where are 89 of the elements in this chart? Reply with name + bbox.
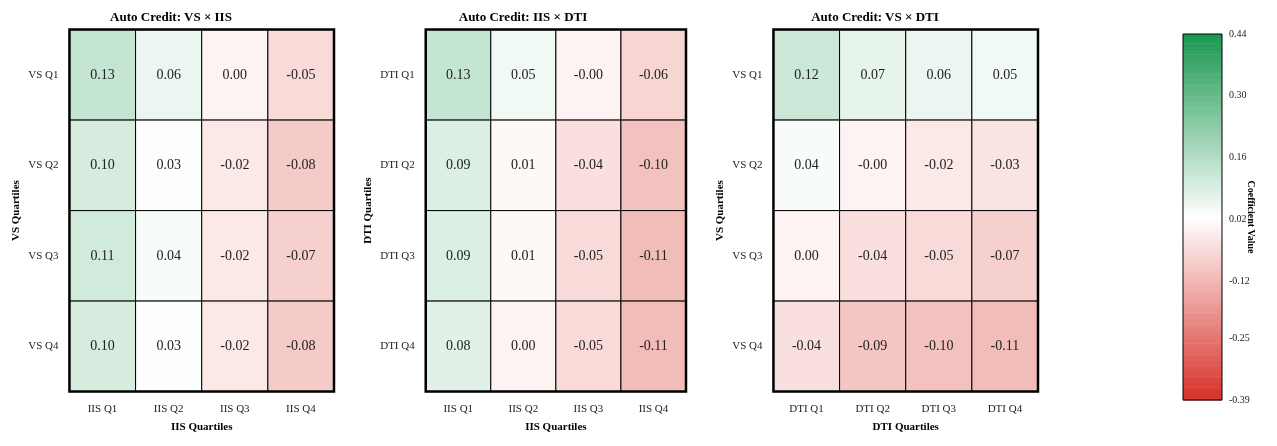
data-label: 0.07 <box>860 66 885 82</box>
y-tick-label: VS Q3 <box>732 248 763 261</box>
y-tick-label: DTI Q2 <box>380 158 415 171</box>
data-label: 0.05 <box>511 66 536 82</box>
data-label: 0.13 <box>446 66 471 82</box>
data-label: 0.00 <box>794 247 819 263</box>
x-tick-label: IIS Q1 <box>87 402 118 415</box>
x-tick-label: IIS Q3 <box>219 402 251 415</box>
data-label: -0.05 <box>573 338 603 354</box>
data-label: 0.03 <box>156 338 181 354</box>
x-axis-title: IIS Quartiles <box>171 420 234 433</box>
color-bar-label: 0.30 <box>1229 89 1247 101</box>
data-label: 0.12 <box>794 66 819 82</box>
data-label: -0.05 <box>286 66 316 82</box>
color-bar-label: 0.16 <box>1229 151 1247 163</box>
x-axis-title: DTI Quartiles <box>872 420 940 433</box>
data-label: -0.10 <box>924 338 954 354</box>
chart-title: Auto Credit: VS × DTI <box>811 9 939 25</box>
color-bar-label: -0.12 <box>1229 274 1250 286</box>
y-tick-label: VS Q1 <box>28 67 59 80</box>
color-bar-label: -0.39 <box>1229 393 1250 405</box>
y-axis-title: VS Quartiles <box>713 179 726 242</box>
x-axis-title: IIS Quartiles <box>525 420 588 433</box>
data-label: -0.07 <box>286 247 316 263</box>
x-tick-label: IIS Q4 <box>638 402 669 415</box>
y-tick-label: DTI Q3 <box>380 248 416 261</box>
data-label: -0.11 <box>639 338 668 354</box>
data-label: -0.00 <box>573 66 603 82</box>
data-label: 0.03 <box>156 157 181 173</box>
x-tick-label: DTI Q1 <box>789 402 824 415</box>
data-label: -0.00 <box>858 157 888 173</box>
data-label: -0.06 <box>638 66 669 82</box>
y-axis-title: DTI Quartiles <box>361 176 374 244</box>
y-tick-label: DTI Q1 <box>380 67 415 80</box>
data-label: 0.09 <box>446 247 471 263</box>
data-label: 0.01 <box>511 247 536 263</box>
data-label: 0.05 <box>992 66 1018 82</box>
data-label: -0.02 <box>220 247 250 263</box>
data-label: -0.11 <box>639 247 668 263</box>
data-label: 0.11 <box>90 247 115 263</box>
data-label: -0.04 <box>791 338 822 354</box>
y-tick-label: DTI Q4 <box>380 339 416 352</box>
data-label: 0.13 <box>90 66 115 82</box>
y-axis-title: VS Quartiles <box>9 179 22 242</box>
data-label: 0.01 <box>511 157 536 173</box>
data-label: -0.11 <box>990 338 1020 354</box>
data-label: -0.08 <box>286 157 316 173</box>
data-label: -0.09 <box>858 338 888 354</box>
data-label: -0.02 <box>220 338 250 354</box>
data-label: 0.06 <box>926 66 952 82</box>
y-tick-label: VS Q4 <box>28 339 59 352</box>
y-tick-label: VS Q2 <box>732 158 763 171</box>
x-tick-label: IIS Q1 <box>443 402 474 415</box>
x-tick-label: DTI Q2 <box>855 402 890 415</box>
data-label: -0.05 <box>573 247 603 263</box>
data-label: 0.04 <box>156 247 181 263</box>
x-tick-label: IIS Q2 <box>508 402 539 415</box>
color-bar-label: 0.02 <box>1229 212 1247 224</box>
y-tick-label: VS Q1 <box>732 67 763 80</box>
x-tick-label: DTI Q4 <box>987 402 1023 415</box>
y-tick-label: VS Q4 <box>732 339 763 352</box>
data-label: -0.07 <box>990 247 1020 263</box>
x-tick-label: IIS Q2 <box>153 402 184 415</box>
x-tick-label: IIS Q3 <box>573 402 604 415</box>
data-label: 0.08 <box>446 338 471 354</box>
x-tick-label: IIS Q4 <box>286 402 317 415</box>
y-tick-label: VS Q3 <box>28 248 59 261</box>
chart-title: Auto Credit: IIS × DTI <box>458 9 588 25</box>
data-label: 0.10 <box>90 338 115 354</box>
data-label: -0.08 <box>286 338 316 354</box>
data-label: 0.10 <box>90 157 115 173</box>
data-label: 0.00 <box>511 338 536 354</box>
chart-title: Auto Credit: VS × IIS <box>110 9 232 25</box>
data-label: 0.09 <box>446 157 471 173</box>
y-tick-label: VS Q2 <box>28 158 59 171</box>
data-label: 0.06 <box>156 66 181 82</box>
data-label: 0.00 <box>222 66 248 82</box>
color-bar-label: 0.44 <box>1229 27 1247 39</box>
data-label: -0.10 <box>638 157 669 173</box>
data-label: 0.04 <box>794 157 819 173</box>
data-label: -0.04 <box>858 247 888 263</box>
data-label: -0.04 <box>573 157 603 173</box>
data-label: -0.03 <box>990 157 1020 173</box>
color-bar-title: Coefficient Value <box>1246 180 1258 255</box>
data-label: -0.05 <box>924 247 954 263</box>
data-label: -0.02 <box>924 157 954 173</box>
x-tick-label: DTI Q3 <box>921 402 957 415</box>
data-label: -0.02 <box>220 157 250 173</box>
color-bar-label: -0.25 <box>1229 331 1250 343</box>
